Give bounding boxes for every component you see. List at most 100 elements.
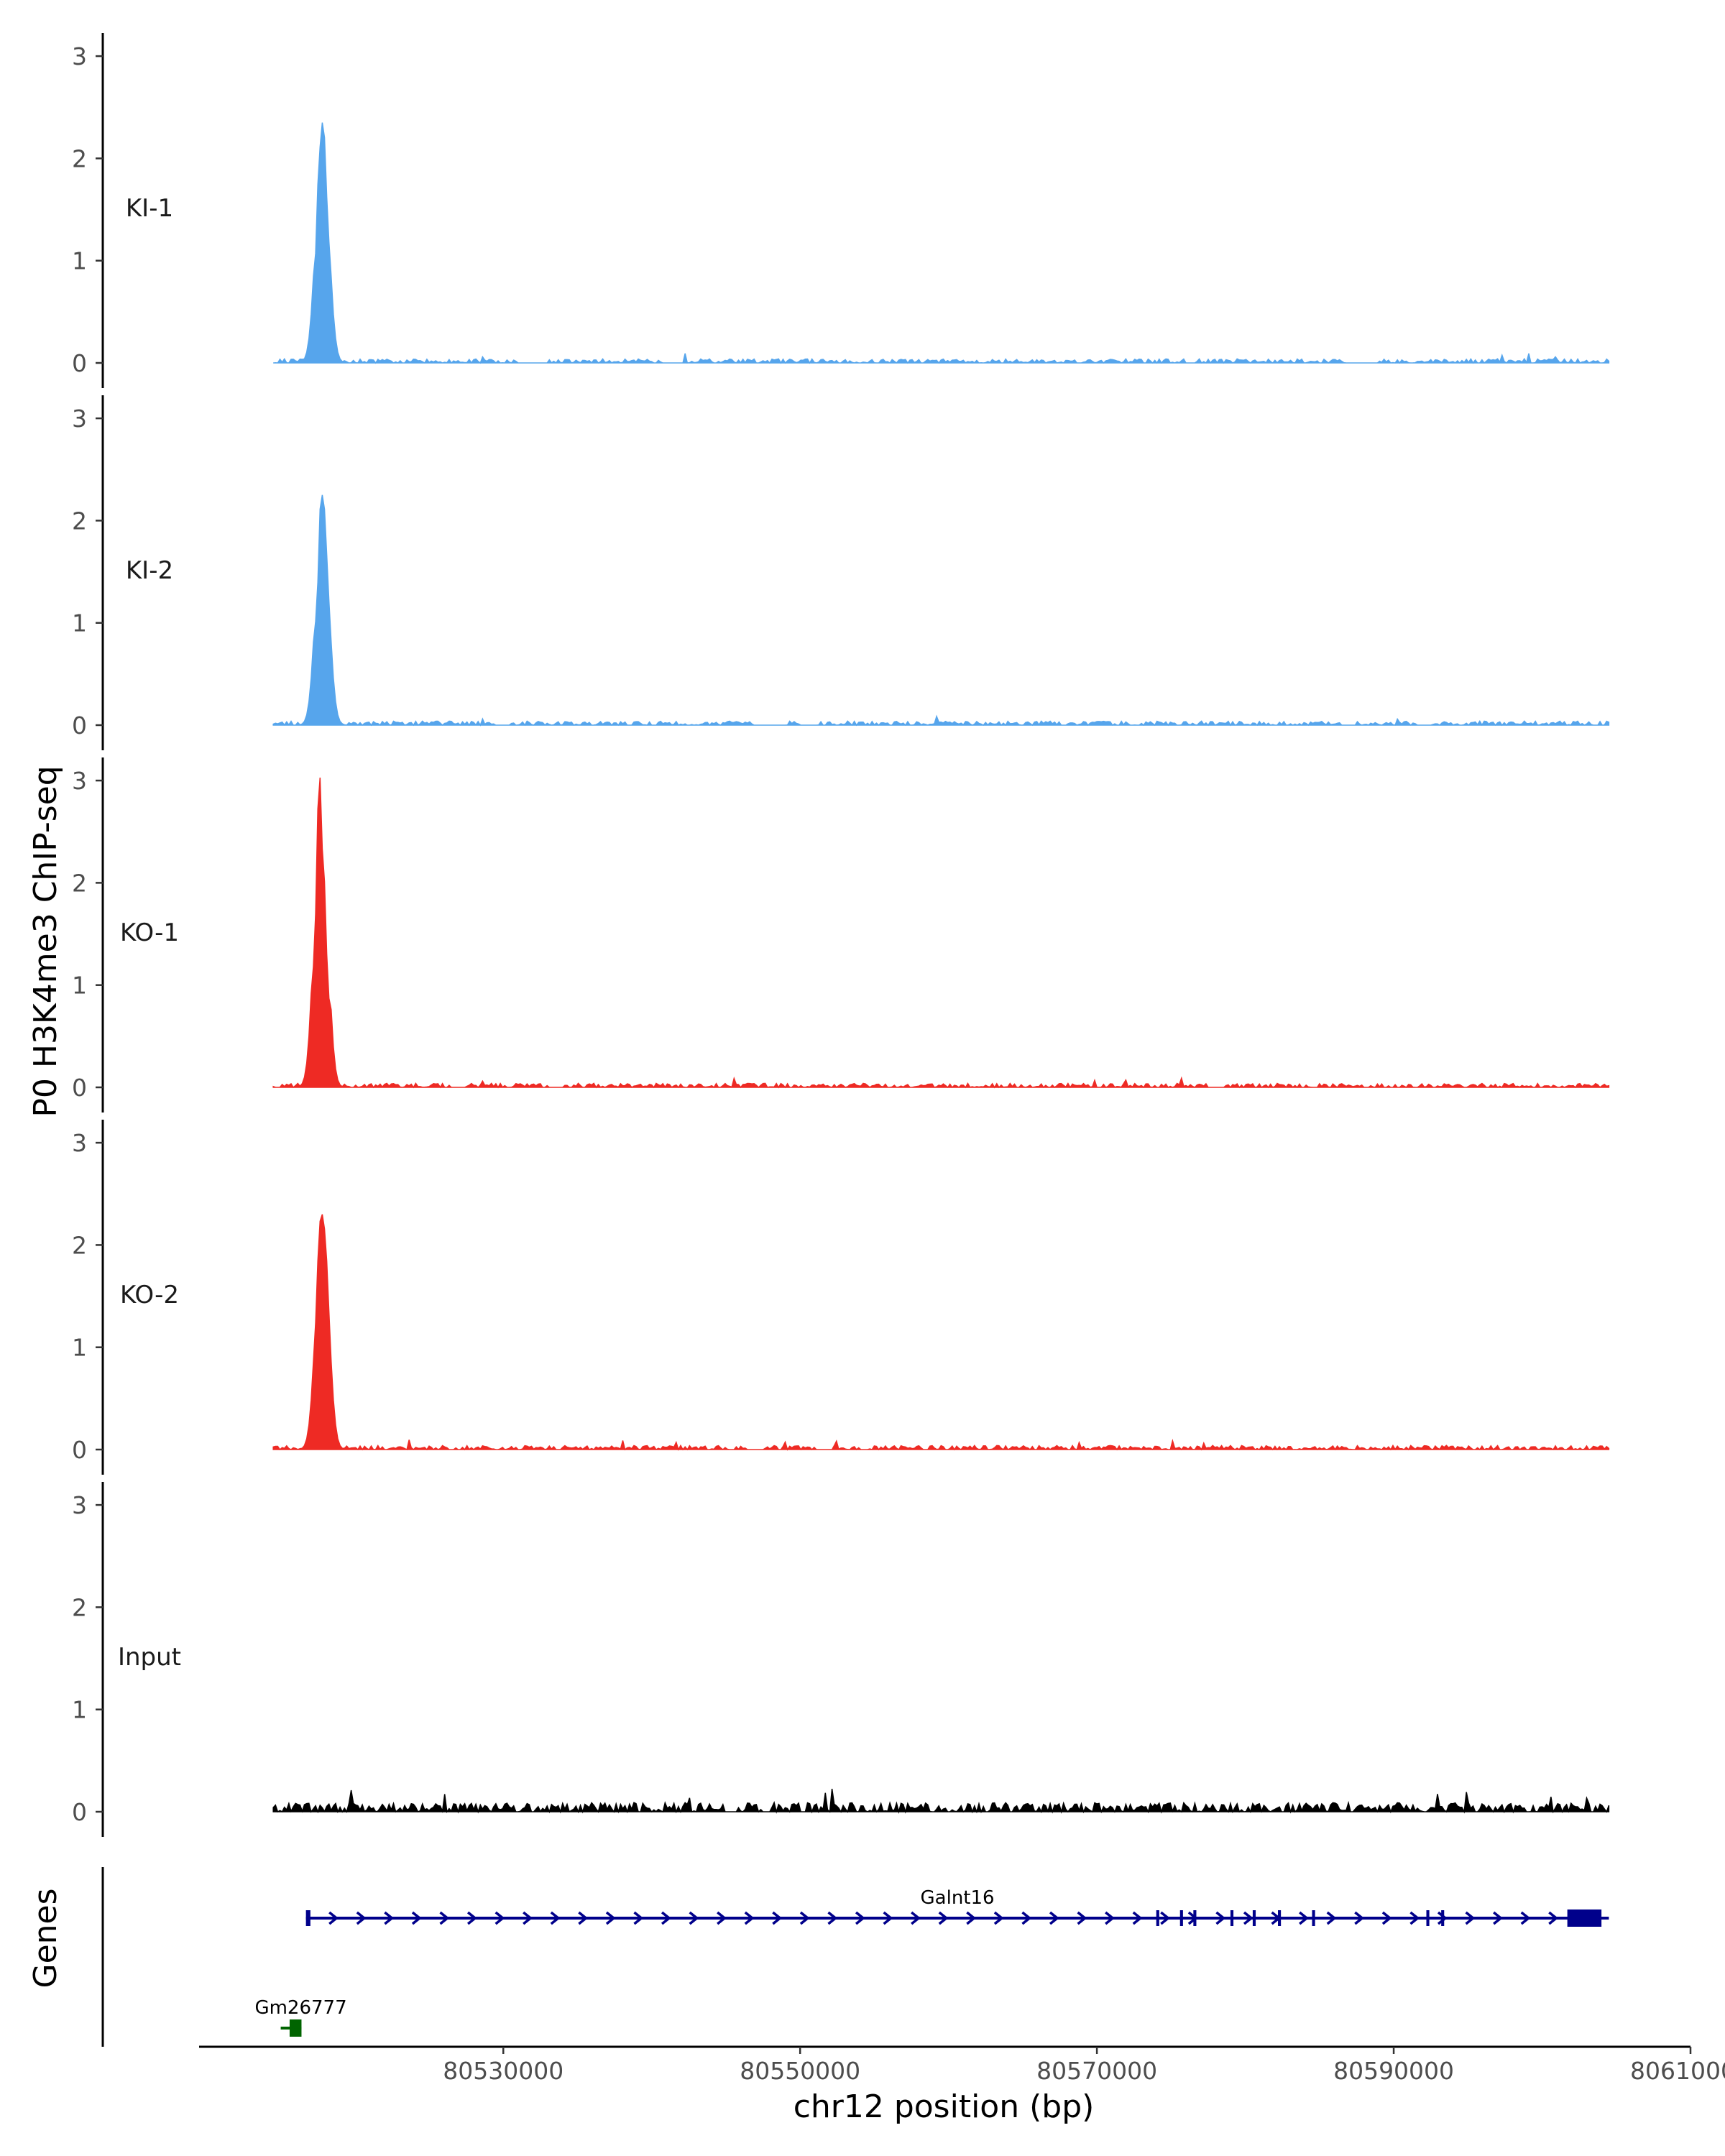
- gene-annotation-track: Galnt16 Gm26777: [101, 1867, 1609, 2047]
- y-tick-label: 3: [72, 42, 87, 70]
- signal-area: [272, 1788, 1610, 1814]
- gene-exon: [1230, 1910, 1234, 1926]
- y-tick-label: 0: [72, 1436, 87, 1464]
- y-tick-label: 3: [72, 767, 87, 795]
- y-tick-label: 0: [72, 711, 87, 740]
- track-label: Input: [118, 1643, 181, 1672]
- strand-chevron: [744, 1911, 755, 1925]
- y-tick-label: 0: [72, 349, 87, 377]
- y-axis-title: P0 H3K4me3 ChIP-seq: [27, 765, 64, 1117]
- strand-chevron: [328, 1911, 339, 1925]
- strand-chevron: [855, 1911, 865, 1925]
- strand-chevron: [1243, 1911, 1254, 1925]
- track-label: KI-2: [126, 556, 173, 585]
- strand-chevron: [494, 1911, 505, 1925]
- strand-chevron: [661, 1911, 671, 1925]
- y-tick-label: 2: [72, 1593, 87, 1621]
- track-panel: 0 1 2 3 Input: [72, 1482, 1610, 1837]
- strand-chevron: [1493, 1911, 1503, 1925]
- gene-exon: [1156, 1910, 1159, 1926]
- strand-chevron: [1021, 1911, 1032, 1925]
- gene-exon: [1252, 1910, 1256, 1926]
- track-panel: 0 1 2 3 KI-2: [72, 395, 1610, 750]
- gene-exon: [1278, 1910, 1282, 1926]
- strand-chevron: [523, 1911, 533, 1925]
- strand-chevron: [911, 1911, 921, 1925]
- y-tick-label: 2: [72, 144, 87, 172]
- strand-chevron: [1215, 1911, 1226, 1925]
- y-tick-label: 1: [72, 247, 87, 275]
- strand-chevron: [993, 1911, 1004, 1925]
- strand-chevron: [466, 1911, 477, 1925]
- strand-chevron: [1160, 1911, 1171, 1925]
- y-tick-label: 2: [72, 869, 87, 897]
- strand-chevron: [1354, 1911, 1365, 1925]
- strand-chevron: [883, 1911, 893, 1925]
- track-label: KI-1: [126, 194, 173, 223]
- strand-chevron: [689, 1911, 699, 1925]
- track-label: KO-2: [120, 1281, 179, 1309]
- strand-chevron: [1299, 1911, 1309, 1925]
- x-tick-label: 80550000: [740, 2057, 860, 2085]
- signal-area: [273, 122, 1610, 364]
- y-tick-label: 2: [72, 507, 87, 535]
- strand-chevron: [605, 1911, 616, 1925]
- strand-chevron: [1409, 1911, 1420, 1925]
- strand-chevron: [938, 1911, 949, 1925]
- strand-chevron: [1548, 1911, 1559, 1925]
- y-tick-label: 2: [72, 1231, 87, 1259]
- gene-exon: [1193, 1910, 1197, 1926]
- x-axis-title: chr12 position (bp): [794, 2088, 1095, 2125]
- chip-seq-tracks: 0 1 2 3 KI-1 0 1 2 3 KI-2 0 1 2 3 KO-1 0 1 2 3 KO-2 0 1 2 3 Inpu…: [72, 33, 1610, 1837]
- x-tick-label: 80610000: [1630, 2057, 1725, 2085]
- signal-area: [272, 494, 1610, 727]
- y-tick-label: 1: [72, 609, 87, 637]
- track-label: KO-1: [120, 918, 179, 947]
- strand-chevron: [411, 1911, 422, 1925]
- strand-chevron: [799, 1911, 810, 1925]
- strand-chevron: [633, 1911, 644, 1925]
- track-panel: 0 1 2 3 KO-1: [72, 757, 1610, 1112]
- strand-chevron: [1326, 1911, 1337, 1925]
- strand-chevron: [1381, 1911, 1392, 1925]
- strand-chevron: [1077, 1911, 1087, 1925]
- y-tick-label: 0: [72, 1798, 87, 1826]
- gene-model: Gm26777: [254, 1997, 347, 2037]
- signal-area: [272, 1214, 1610, 1451]
- strand-chevron: [1437, 1911, 1448, 1925]
- gene-exon: [1179, 1910, 1183, 1926]
- gene-exon: [1426, 1910, 1430, 1926]
- gene-exon: [1312, 1910, 1315, 1926]
- strand-chevron: [966, 1911, 977, 1925]
- track-panel: 0 1 2 3 KO-2: [72, 1120, 1610, 1475]
- genes-axis-title: Genes: [27, 1888, 64, 1988]
- strand-chevron: [578, 1911, 589, 1925]
- strand-chevron: [384, 1911, 395, 1925]
- y-tick-label: 1: [72, 972, 87, 1000]
- strand-chevron: [550, 1911, 561, 1925]
- gene-name-label: Galnt16: [921, 1887, 995, 1909]
- gene-exon: [1567, 1909, 1602, 1927]
- x-tick-label: 80590000: [1333, 2057, 1454, 2085]
- x-tick-label: 80570000: [1036, 2057, 1157, 2085]
- y-tick-label: 0: [72, 1074, 87, 1102]
- strand-chevron: [772, 1911, 783, 1925]
- strand-chevron: [717, 1911, 727, 1925]
- gene-model: Galnt16: [305, 1887, 1609, 1927]
- gene-name-label: Gm26777: [254, 1997, 346, 2019]
- strand-chevron: [356, 1911, 367, 1925]
- y-tick-label: 3: [72, 1491, 87, 1519]
- strand-chevron: [827, 1911, 838, 1925]
- y-tick-label: 3: [72, 1129, 87, 1157]
- strand-chevron: [439, 1911, 450, 1925]
- track-panel: 0 1 2 3 KI-1: [72, 33, 1610, 388]
- strand-chevron: [1465, 1911, 1476, 1925]
- gene-exon: [289, 2019, 302, 2037]
- strand-chevron: [1520, 1911, 1531, 1925]
- gene-exon: [1441, 1910, 1445, 1926]
- signal-area: [272, 777, 1610, 1089]
- x-tick-label: 80530000: [443, 2057, 564, 2085]
- gene-exon: [305, 1910, 310, 1926]
